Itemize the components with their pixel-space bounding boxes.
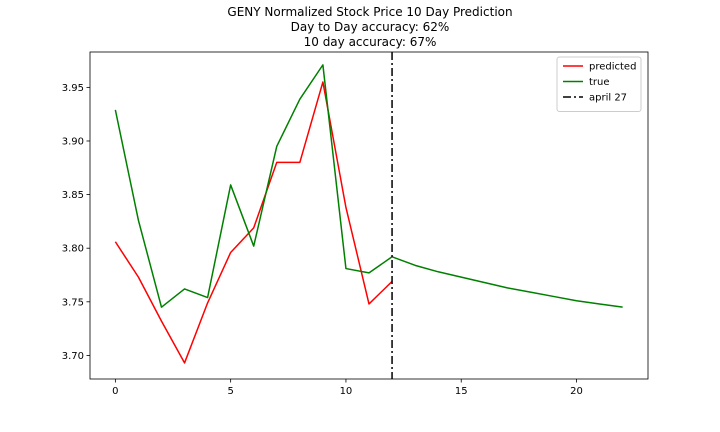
legend-box	[556, 56, 642, 112]
x-tick-label: 20	[570, 386, 583, 397]
y-tick-label: 3.70	[62, 351, 84, 362]
legend-label-april-27: april 27	[589, 93, 627, 104]
chart-title: GENY Normalized Stock Price 10 Day Predi…	[227, 5, 512, 49]
y-tick-label: 3.80	[62, 244, 84, 255]
title-line-2: Day to Day accuracy: 62%	[291, 20, 450, 34]
x-tick-label: 0	[112, 386, 118, 397]
y-tick-label: 3.75	[62, 297, 84, 308]
series-line-true	[114, 64, 623, 308]
x-tick-label: 15	[455, 386, 468, 397]
y-tick-label: 3.95	[62, 83, 84, 94]
axes-frame	[89, 51, 649, 380]
legend-label-true: true	[589, 77, 610, 88]
title-line-3: 10 day accuracy: 67%	[304, 35, 437, 49]
legend-label-predicted: predicted	[589, 62, 636, 73]
x-tick-label: 10	[340, 386, 353, 397]
axes: 0 5 10 15 20 3.70 3.75 3.80 3.85 3.90 3.95	[62, 51, 649, 397]
plot-area	[114, 52, 623, 379]
x-tick-label: 5	[227, 386, 233, 397]
y-tick-label: 3.85	[62, 190, 84, 201]
legend: predicted true april 27	[556, 56, 642, 112]
series-line-predicted	[114, 81, 393, 364]
title-line-1: GENY Normalized Stock Price 10 Day Predi…	[227, 5, 512, 19]
y-tick-label: 3.90	[62, 136, 84, 147]
